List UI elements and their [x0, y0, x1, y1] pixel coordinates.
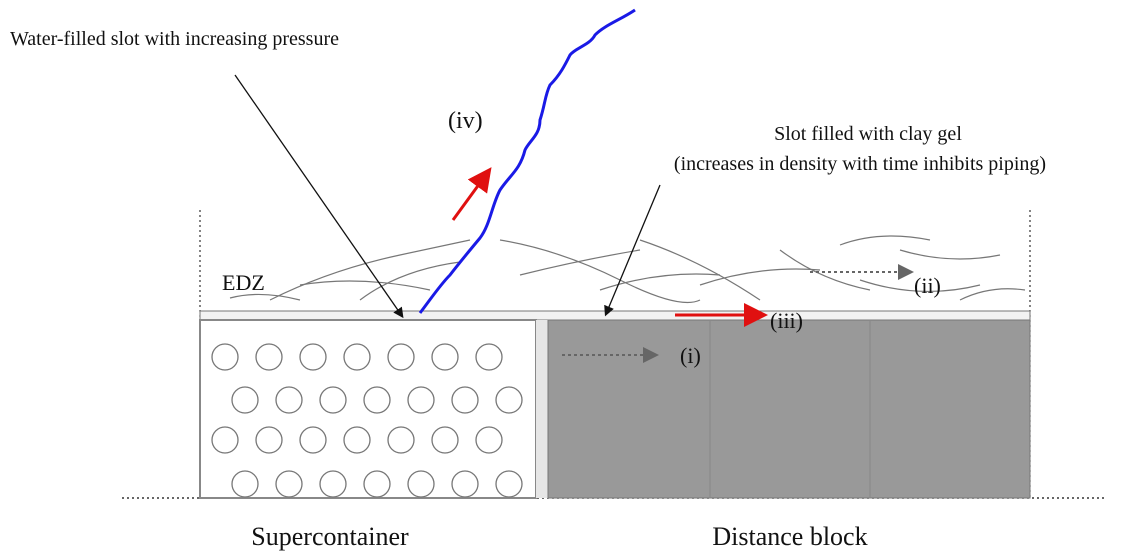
label-iv: (iv)	[448, 108, 483, 134]
canister	[407, 386, 435, 414]
canister	[211, 426, 239, 454]
label-water-slot: Water-filled slot with increasing pressu…	[10, 28, 339, 50]
label-i: (i)	[680, 343, 701, 368]
canister	[275, 386, 303, 414]
label-clay-slot-2: (increases in density with time inhibits…	[674, 153, 1046, 175]
canisters	[211, 343, 523, 498]
canister	[407, 470, 435, 498]
canister	[255, 343, 283, 371]
canister	[431, 426, 459, 454]
label-ii: (ii)	[914, 273, 941, 298]
canister	[387, 426, 415, 454]
gap	[536, 320, 548, 498]
canister	[231, 470, 259, 498]
canister	[475, 426, 503, 454]
label-distance-block: Distance block	[712, 522, 867, 551]
canister	[275, 470, 303, 498]
canister	[363, 470, 391, 498]
slot	[199, 310, 1031, 321]
distance-block	[547, 319, 1031, 499]
flow-path	[418, 8, 636, 314]
label-iii: (iii)	[770, 308, 803, 333]
canister	[495, 470, 523, 498]
canister	[343, 343, 371, 371]
canister	[451, 470, 479, 498]
canister	[319, 386, 347, 414]
canister	[475, 343, 503, 371]
arrow-iv	[451, 167, 492, 221]
label-edz: EDZ	[222, 270, 265, 295]
pointer-water-slot	[234, 74, 404, 319]
canister	[299, 426, 327, 454]
canister	[451, 386, 479, 414]
canister	[387, 343, 415, 371]
label-clay-slot-1: Slot filled with clay gel	[774, 123, 962, 145]
canister	[231, 386, 259, 414]
canister	[255, 426, 283, 454]
canister	[319, 470, 347, 498]
canister	[343, 426, 371, 454]
canister	[363, 386, 391, 414]
canister	[211, 343, 239, 371]
canister	[495, 386, 523, 414]
pointer-clay-slot	[604, 184, 661, 317]
label-supercontainer: Supercontainer	[251, 522, 409, 551]
canister	[299, 343, 327, 371]
canister	[431, 343, 459, 371]
edz-fractures	[229, 235, 1026, 303]
